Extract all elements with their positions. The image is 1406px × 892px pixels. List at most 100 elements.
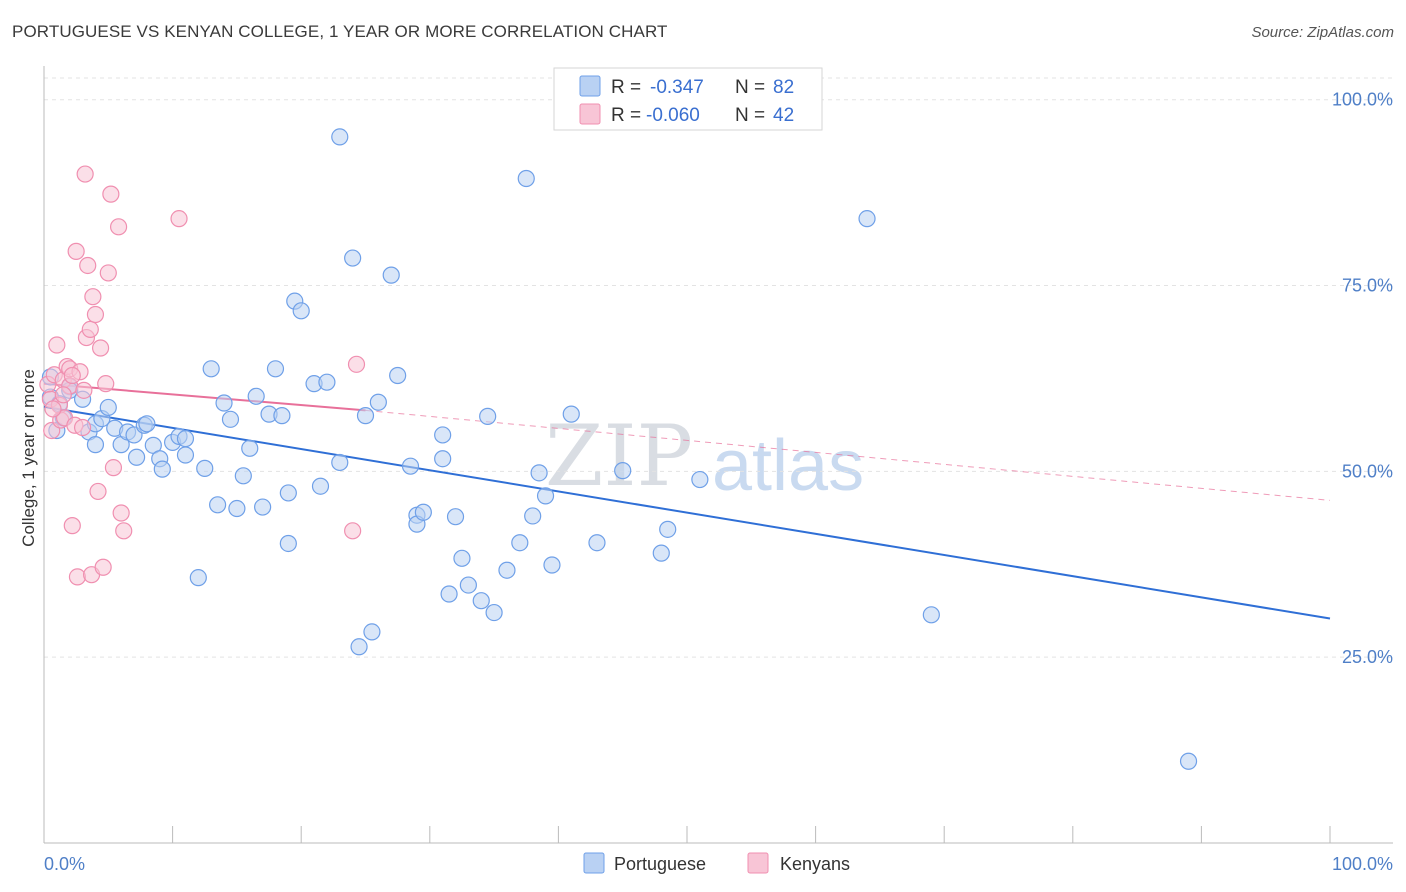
watermark-atlas: atlas <box>712 426 864 506</box>
portuguese-point <box>176 430 195 448</box>
portuguese-point <box>273 407 291 425</box>
portuguese-point <box>446 508 465 526</box>
x-tick-label-max: 100.0% <box>1332 854 1393 874</box>
source-label: Source: ZipAtlas.com <box>1251 24 1394 41</box>
portuguese-swatch <box>579 75 601 97</box>
stats-legend: R = -0.347 N = 82 R = -0.060 N = 42 <box>553 67 823 131</box>
portuguese-point <box>99 398 117 417</box>
kenyans-trend-extension <box>365 409 1331 501</box>
portuguese-point <box>922 606 940 624</box>
kenyans-point <box>170 210 188 228</box>
kenyans-point <box>79 256 97 275</box>
portuguese-point <box>588 534 606 552</box>
portuguese-point <box>536 487 555 505</box>
portuguese-point <box>318 373 336 391</box>
portuguese-point <box>176 446 195 464</box>
portuguese-point <box>254 498 272 516</box>
portuguese-point <box>485 603 503 622</box>
portuguese-point <box>196 459 214 477</box>
kenyans-point <box>94 558 112 576</box>
portuguese-point <box>228 499 246 518</box>
kenyans-point <box>68 568 87 586</box>
portuguese-point <box>382 266 400 284</box>
kenyans-point <box>44 400 62 418</box>
portuguese-point <box>440 585 458 603</box>
kenyans-point <box>67 242 85 260</box>
legend-n-label: N = <box>735 105 765 126</box>
portuguese-point <box>221 410 240 428</box>
kenyans-point <box>63 517 81 535</box>
portuguese-point <box>659 520 677 538</box>
kenyans-point <box>109 218 128 236</box>
legend-r-value: -0.347 <box>650 77 704 98</box>
kenyans-point <box>97 375 115 393</box>
kenyans-point <box>91 339 110 357</box>
portuguese-point <box>369 393 387 411</box>
kenyans-point <box>89 482 107 501</box>
legend-n-value: 82 <box>773 77 794 98</box>
portuguese-point <box>453 549 471 567</box>
portuguese-legend-label: Portuguese <box>614 854 706 874</box>
y-tick-label: 25.0% <box>1342 647 1393 667</box>
portuguese-point <box>511 534 529 552</box>
kenyans-point <box>81 320 99 339</box>
y-axis-label: College, 1 year or more <box>19 369 38 547</box>
x-tick-label-min: 0.0% <box>44 854 85 874</box>
portuguese-point <box>344 249 362 267</box>
legend-r-value: -0.060 <box>646 105 700 126</box>
y-tick-label: 75.0% <box>1342 276 1393 296</box>
portuguese-point <box>434 426 452 444</box>
portuguese-point <box>652 544 670 562</box>
portuguese-point <box>472 592 490 610</box>
portuguese-point <box>543 556 561 574</box>
portuguese-point <box>562 405 580 423</box>
portuguese-point <box>266 360 285 378</box>
portuguese-point <box>414 503 432 521</box>
kenyans-point <box>112 504 130 522</box>
portuguese-point <box>858 210 876 228</box>
y-tick-label: 50.0% <box>1342 461 1393 481</box>
kenyans-trend-line <box>43 382 366 412</box>
kenyans-point <box>99 264 117 282</box>
chart-title: PORTUGUESE VS KENYAN COLLEGE, 1 YEAR OR … <box>12 22 668 41</box>
portuguese-point <box>234 467 252 485</box>
trend-lines <box>43 382 1331 620</box>
legend-r-label: R = <box>611 77 641 98</box>
portuguese-point <box>498 561 516 579</box>
portuguese-point <box>292 302 310 320</box>
portuguese-point <box>202 360 220 378</box>
portuguese-point <box>517 169 535 188</box>
portuguese-point <box>350 638 368 656</box>
kenyans-point <box>73 418 92 437</box>
portuguese-point <box>247 387 265 405</box>
portuguese-point <box>331 128 349 146</box>
kenyans-point <box>115 522 133 540</box>
kenyans-point <box>347 355 366 373</box>
portuguese-point <box>279 484 297 502</box>
legend-r-label: R = <box>611 105 641 126</box>
portuguese-point <box>434 450 452 468</box>
grid-lines <box>44 77 1393 658</box>
kenyans-point <box>344 522 362 540</box>
kenyans-point <box>84 288 102 306</box>
kenyans-point <box>76 165 94 183</box>
kenyans-point <box>54 386 72 404</box>
kenyans-point <box>75 381 93 399</box>
kenyans-point <box>102 185 120 203</box>
portuguese-point <box>241 439 259 457</box>
kenyans-point <box>86 305 105 324</box>
kenyans-legend-label: Kenyans <box>780 854 850 874</box>
portuguese-point <box>279 534 297 553</box>
portuguese-legend-swatch <box>583 852 605 874</box>
portuguese-point <box>189 569 207 587</box>
portuguese-point <box>479 407 497 425</box>
legend-n-value: 42 <box>773 105 794 126</box>
portuguese-trend-line <box>43 405 1331 620</box>
kenyans-point <box>104 459 123 477</box>
data-points <box>39 128 1198 770</box>
portuguese-point <box>691 470 709 489</box>
portuguese-point <box>138 415 156 433</box>
kenyans-point <box>48 336 66 354</box>
portuguese-point <box>389 366 407 385</box>
portuguese-point <box>153 460 171 478</box>
